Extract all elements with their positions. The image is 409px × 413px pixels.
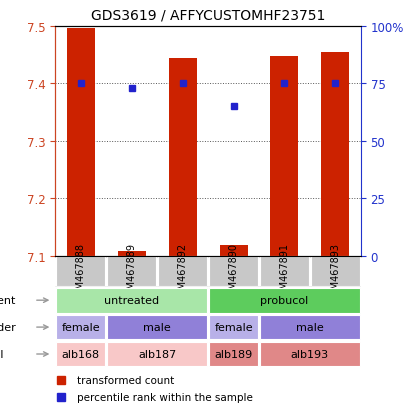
- Text: male: male: [143, 322, 171, 332]
- Bar: [310, 256, 359, 287]
- Text: alb187: alb187: [138, 349, 176, 359]
- Text: individual: individual: [0, 349, 3, 359]
- Text: female: female: [61, 322, 100, 332]
- Text: male: male: [295, 322, 323, 332]
- Bar: [259, 315, 359, 339]
- Bar: [219, 246, 247, 256]
- Bar: [107, 315, 207, 339]
- Bar: [209, 315, 257, 339]
- Text: GSM467889: GSM467889: [126, 242, 136, 301]
- Text: GSM467888: GSM467888: [76, 242, 85, 301]
- Text: agent: agent: [0, 295, 16, 306]
- Title: GDS3619 / AFFYCUSTOMHF23751: GDS3619 / AFFYCUSTOMHF23751: [91, 9, 324, 23]
- Bar: [209, 288, 359, 313]
- Bar: [56, 315, 105, 339]
- Bar: [259, 342, 359, 366]
- Bar: [107, 342, 207, 366]
- Bar: [158, 256, 207, 287]
- Bar: [56, 288, 207, 313]
- Text: gender: gender: [0, 322, 16, 332]
- Text: percentile rank within the sample: percentile rank within the sample: [76, 392, 252, 402]
- Bar: [67, 28, 94, 256]
- Text: GSM467892: GSM467892: [177, 242, 187, 301]
- Bar: [321, 52, 348, 256]
- Text: GSM467891: GSM467891: [279, 242, 289, 301]
- Bar: [209, 342, 257, 366]
- Bar: [107, 256, 156, 287]
- Text: GSM467890: GSM467890: [228, 242, 238, 301]
- Text: transformed count: transformed count: [76, 375, 173, 385]
- Text: GSM467893: GSM467893: [330, 242, 339, 301]
- Text: untreated: untreated: [104, 295, 159, 306]
- Bar: [168, 59, 196, 256]
- Bar: [270, 57, 298, 256]
- Text: female: female: [213, 322, 252, 332]
- Text: alb193: alb193: [290, 349, 328, 359]
- Bar: [56, 256, 105, 287]
- Bar: [56, 342, 105, 366]
- Text: alb189: alb189: [214, 349, 252, 359]
- Bar: [117, 252, 145, 256]
- Text: alb168: alb168: [62, 349, 100, 359]
- Text: probucol: probucol: [260, 295, 308, 306]
- Bar: [259, 256, 308, 287]
- Bar: [209, 256, 257, 287]
